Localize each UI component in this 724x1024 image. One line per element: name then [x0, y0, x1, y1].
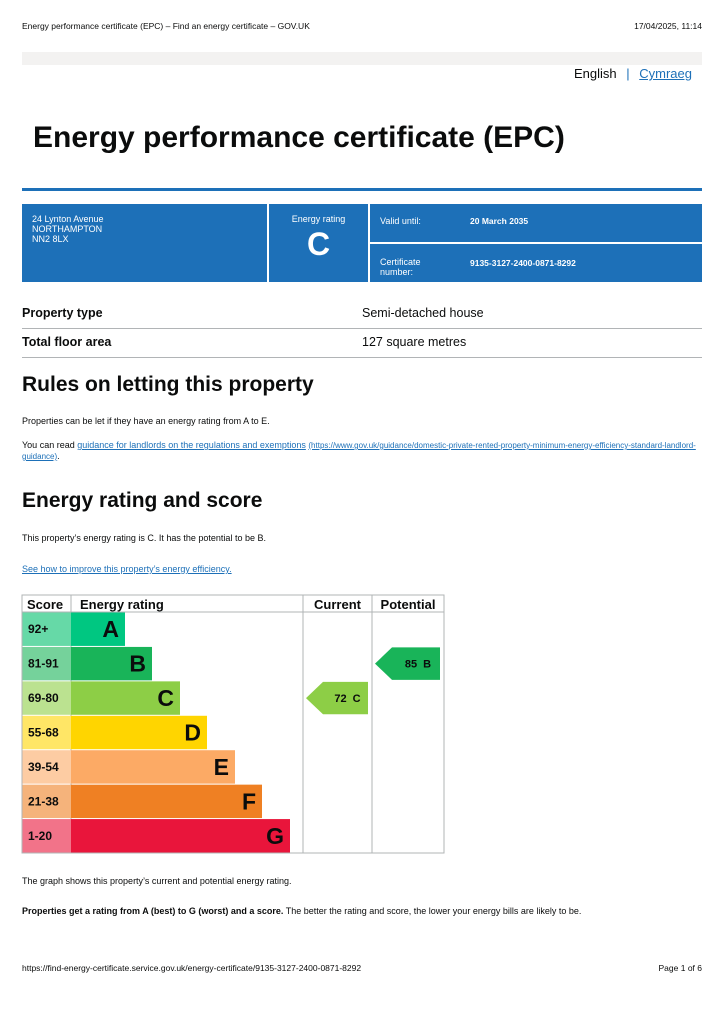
band-letter: C: [157, 685, 174, 711]
text: You can read: [22, 440, 78, 450]
divider: [370, 242, 702, 244]
rating-note: Properties get a rating from A (best) to…: [22, 906, 581, 916]
rating-heading: Energy rating and score: [22, 489, 263, 512]
guidance-url[interactable]: (https://www.gov.uk/guidance/domestic-pr…: [22, 441, 696, 461]
band-letter: F: [242, 788, 256, 814]
valid-label: Valid until:: [380, 216, 421, 226]
arrow-label: 85 B: [405, 659, 431, 671]
arrow-score: 85: [405, 659, 417, 671]
column-header: Current: [314, 597, 362, 612]
address-line: NN2 8LX: [32, 234, 69, 244]
language-current: English: [573, 66, 617, 81]
arrow-score: 72: [334, 693, 346, 705]
graph-border: [21, 594, 445, 854]
arrow-letter: B: [423, 659, 431, 671]
letting-guidance: You can read guidance for landlords on t…: [22, 440, 702, 462]
language-separator: |: [626, 66, 630, 81]
cert-number: 9135-3127-2400-0871-8292: [470, 258, 576, 268]
band-letter: E: [214, 754, 229, 780]
band-score: 21-38: [28, 794, 59, 808]
text: .: [57, 451, 60, 461]
rating: C: [306, 226, 331, 262]
title-rule: [22, 188, 702, 191]
letting-para: Properties can be let if they have an en…: [22, 416, 270, 426]
address: 24 Lynton Avenue NORTHAMPTON NN2 8LX: [32, 214, 104, 244]
property-value: Semi-detached house: [362, 306, 484, 320]
band-letter: G: [266, 823, 284, 849]
text: The better the rating and score, the low…: [283, 906, 582, 916]
print-date: 17/04/2025, 11:14: [634, 21, 702, 31]
band-bar: [71, 784, 262, 819]
browser-title: Energy performance certificate (EPC) – F…: [22, 21, 310, 31]
band-letter: B: [129, 651, 146, 677]
valid-until: 20 March 2035: [470, 216, 529, 226]
footer-url: https://find-energy-certificate.service.…: [22, 963, 362, 973]
property-row: Total floor area 127 square metres: [22, 329, 702, 358]
rating-label: Energy rating: [291, 214, 346, 224]
property-row: Property type Semi-detached house: [22, 300, 702, 329]
band-bar: [71, 646, 152, 681]
score-cell: [22, 612, 71, 646]
band-score: 55-68: [28, 726, 59, 740]
score-cell: [22, 819, 71, 853]
band-bar: [71, 715, 207, 750]
score-cell: [22, 784, 71, 819]
band-letter: D: [184, 720, 201, 746]
band-score: 69-80: [28, 691, 59, 705]
property-key: Total floor area: [22, 335, 112, 349]
score-cell: [22, 681, 71, 715]
band-bar: [71, 819, 290, 853]
column-header: Score: [27, 597, 63, 612]
band-score: 39-54: [28, 760, 59, 774]
cert-label: Certificate number:: [380, 257, 421, 277]
guidance-link[interactable]: guidance for landlords on the regulation…: [77, 440, 306, 450]
band-bar: [71, 681, 180, 715]
language-link[interactable]: Cymraeg: [639, 66, 692, 81]
property-value: 127 square metres: [362, 335, 467, 349]
graph-note: The graph shows this property’s current …: [22, 876, 292, 886]
score-cell: [22, 646, 71, 681]
language-switch: English | Cymraeg: [574, 66, 692, 81]
column-header: Energy rating: [80, 597, 164, 612]
summary-box: 24 Lynton Avenue NORTHAMPTON NN2 8LX Energ…: [22, 204, 702, 282]
rating-arrow: [306, 681, 368, 715]
footer-page: Page 1 of 6: [658, 963, 702, 973]
rating-para: This property’s energy rating is C. It h…: [22, 533, 266, 543]
score-cell: [22, 750, 71, 784]
band-score: 1-20: [28, 829, 52, 843]
band-score: 92+: [28, 622, 48, 636]
band-bar: [71, 750, 235, 784]
band-score: 81-91: [28, 657, 59, 671]
address-line: NORTHAMPTON: [32, 224, 103, 234]
band-letter: A: [102, 616, 119, 642]
rating-arrow: [375, 647, 440, 680]
property-key: Property type: [22, 306, 103, 320]
page-title: Energy performance certificate (EPC): [33, 121, 565, 154]
letting-heading: Rules on letting this property: [22, 373, 314, 396]
arrow-label: 72 C: [334, 693, 360, 705]
improve-link[interactable]: See how to improve this property’s energ…: [22, 564, 232, 574]
arrow-letter: C: [353, 693, 361, 705]
column-header: Potential: [381, 597, 436, 612]
score-cell: [22, 715, 71, 750]
address-line: 24 Lynton Avenue: [32, 214, 104, 224]
top-bar: [22, 52, 702, 65]
divider: [267, 204, 269, 282]
band-bar: [71, 612, 125, 646]
bold-text: Properties get a rating from A (best) to…: [22, 906, 284, 916]
divider: [368, 204, 370, 282]
